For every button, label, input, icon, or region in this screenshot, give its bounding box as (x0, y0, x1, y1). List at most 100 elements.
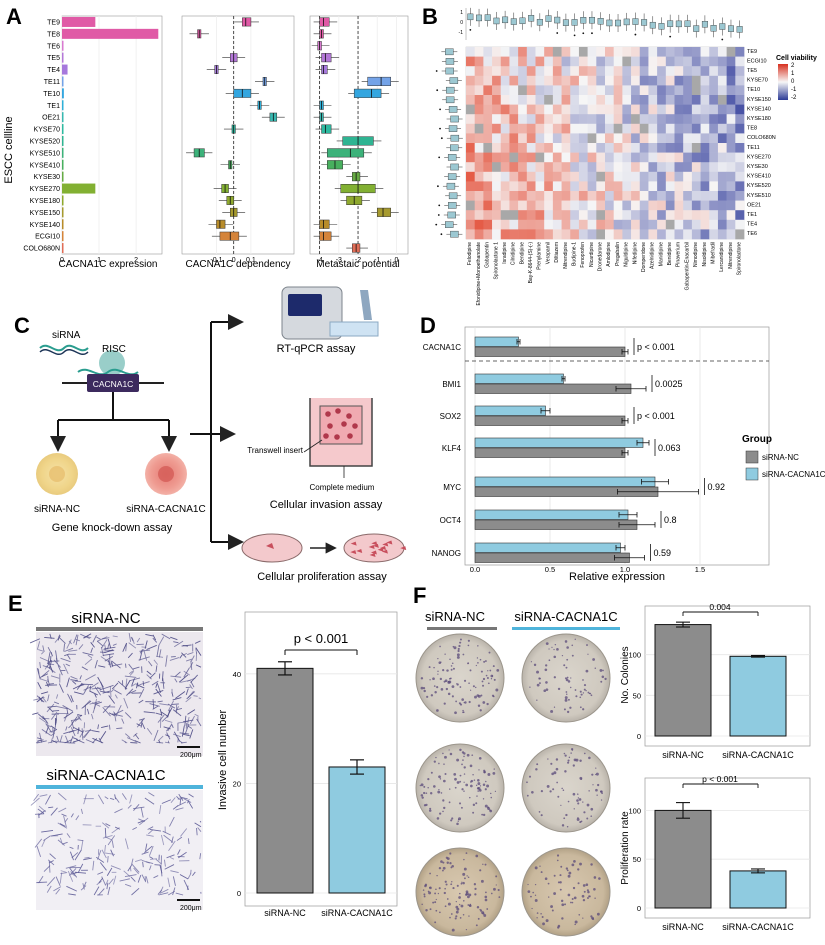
colony-dot (584, 689, 586, 691)
top-box (598, 18, 604, 24)
panel-d-tick: 0.0 (470, 565, 480, 574)
heatmap-cell (605, 95, 614, 105)
colony-dot (450, 753, 453, 756)
colony-dot (574, 808, 575, 809)
heatmap-cell (709, 172, 718, 182)
heatmap-cell (718, 172, 727, 182)
heatmap-cell (692, 191, 701, 201)
heatmap-cell (553, 114, 562, 124)
heatmap-cell (648, 85, 657, 95)
heatmap-cell (553, 181, 562, 191)
colony-dot (601, 799, 602, 800)
heatmap-cell (666, 220, 675, 230)
colony-dot (542, 922, 545, 925)
cellline-labels: TE9TE8TE6TE5TE4TE11TE10TE1OE21KYSE70KYSE… (23, 19, 60, 252)
legend-group-title: Group (742, 434, 772, 445)
heatmap-cell (579, 210, 588, 220)
heatmap-cell (640, 95, 649, 105)
left-box-outlier (436, 89, 438, 91)
metastatic-box (322, 125, 332, 134)
panel-d-category: BMI1 (442, 380, 461, 389)
colony-dot (535, 899, 538, 902)
colony-dot (568, 872, 571, 875)
colony-dot (439, 813, 441, 815)
metastatic-box (322, 65, 328, 74)
heatmap-cell (631, 153, 640, 163)
heatmap-cell (718, 85, 727, 95)
colony-dot (545, 681, 548, 684)
heatmap-cell (475, 133, 484, 143)
colony-dot (548, 648, 549, 649)
heatmap-column-label: Nifedipine (632, 242, 638, 264)
colony-dot (485, 899, 488, 902)
heatmap-cell (509, 133, 518, 143)
colony-dot (483, 771, 486, 774)
heatmap-cell (518, 210, 527, 220)
expression-bar (62, 41, 64, 51)
heatmap-cell (692, 220, 701, 230)
colony-dot (582, 918, 583, 919)
colony-dot (564, 753, 566, 755)
colony-dot (535, 895, 536, 896)
colony-dot (574, 758, 577, 761)
colony-dot (540, 913, 542, 915)
cellline-label: ECGI10 (35, 234, 60, 241)
expression-bar (62, 76, 64, 86)
top-box (528, 15, 534, 21)
heatmap-cell (596, 133, 605, 143)
colony-dot (579, 696, 581, 698)
heatmap-cell (492, 143, 501, 153)
heatmap-cell (501, 57, 510, 67)
colony-dot (458, 648, 460, 650)
colony-dot (561, 917, 563, 919)
colony-dot (593, 888, 596, 891)
colony-dot (582, 679, 584, 681)
heatmap-cell (544, 210, 553, 220)
heatmap-cell (614, 114, 623, 124)
colony-dot (450, 867, 452, 869)
invasion-illustration: Transwell insert Complete medium Cellula… (247, 398, 382, 511)
invading-cell-icon (352, 423, 358, 429)
colony-dot (465, 784, 468, 787)
heatmap-cell (501, 229, 510, 239)
heatmap-cell (666, 143, 675, 153)
colony-dot (463, 914, 465, 916)
heatmap-cell (727, 95, 736, 105)
heatmap-cell (683, 220, 692, 230)
f-pvalue: 0.004 (709, 602, 731, 612)
heatmap-cell (570, 172, 579, 182)
colony-dot (558, 688, 560, 690)
colony-dot (604, 678, 606, 680)
invading-cell-mark (180, 799, 181, 805)
heatmap-cell (544, 124, 553, 134)
colony-dot (477, 645, 478, 646)
heatmap-cell (509, 153, 518, 163)
heatmap-cell (570, 191, 579, 201)
panel-d-category: NANOG (432, 549, 461, 558)
heatmap-cell (570, 105, 579, 115)
invading-cell-icon (334, 434, 340, 440)
panel-d-bar (475, 510, 628, 520)
heatmap-cell (718, 153, 727, 163)
panel-e-bar (329, 767, 385, 893)
heatmap-cell (483, 85, 492, 95)
colony-dot (567, 677, 569, 679)
heatmap-cell (596, 76, 605, 86)
heatmap-cell (631, 133, 640, 143)
invading-cell-mark (48, 807, 53, 808)
colony-dot (491, 678, 492, 679)
heatmap-cell (527, 210, 536, 220)
colony-dot (460, 917, 462, 919)
heatmap-cell (483, 105, 492, 115)
expression-bar (62, 88, 64, 98)
colony-dot (437, 673, 438, 674)
heatmap-cell (701, 153, 710, 163)
top-box-outlier (582, 32, 584, 34)
top-box (572, 19, 578, 25)
heatmap-cell (631, 47, 640, 57)
heatmap-cell (588, 210, 597, 220)
left-box (448, 212, 456, 218)
proliferation-caption: Cellular proliferation assay (257, 571, 387, 583)
heatmap-cell (640, 76, 649, 86)
